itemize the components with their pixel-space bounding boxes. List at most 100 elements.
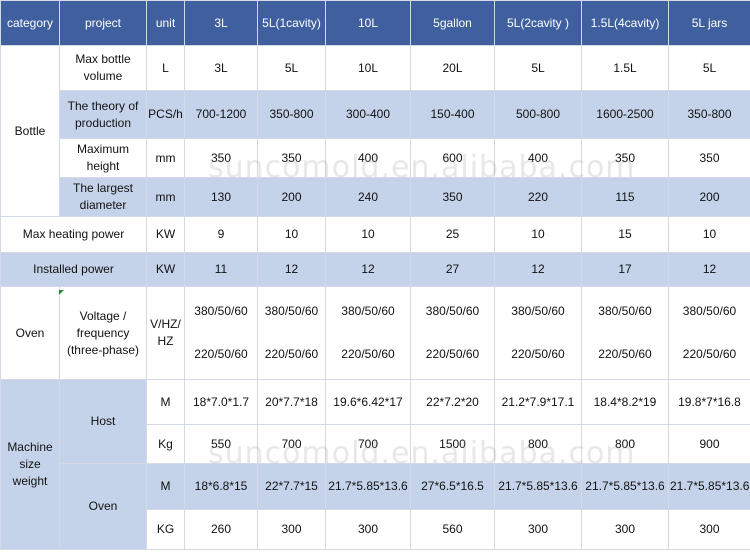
oven-category-cell: Oven <box>0 286 60 380</box>
value-cell: 1600-2500 <box>581 90 669 139</box>
value-cell: 700-1200 <box>184 90 258 139</box>
value-cell: 20*7.7*18 <box>257 379 326 425</box>
machine-category-cell: Machine size weight <box>0 379 60 550</box>
cell-comment-marker <box>59 290 64 295</box>
oven-label: Oven <box>59 463 147 550</box>
unit-cell: PCS/h <box>146 90 185 139</box>
value-cell: 12 <box>494 252 582 287</box>
value-cell: 18.4*8.2*19 <box>581 379 669 425</box>
value-cell: 220 <box>494 177 582 217</box>
voltage-primary: 380/50/60 <box>341 304 395 318</box>
header-category: category <box>0 0 60 46</box>
voltage-cell: 380/50/60 220/50/60 <box>325 286 411 380</box>
value-cell: 15 <box>581 216 669 253</box>
header-project: project <box>59 0 147 46</box>
value-cell: 700 <box>257 424 326 464</box>
value-cell: 21.7*5.85*13.6 <box>325 463 411 510</box>
unit-cell: KW <box>146 216 185 253</box>
value-cell: 10 <box>325 216 411 253</box>
value-cell: 600 <box>410 138 495 178</box>
value-cell: 21.7*5.85*13.6 <box>494 463 582 510</box>
bottle-height-row: Maximum height mm 350 350 400 600 400 35… <box>0 138 750 178</box>
voltage-cell: 380/50/60 220/50/60 <box>257 286 326 380</box>
value-cell: 500-800 <box>494 90 582 139</box>
row-label: The theory of production <box>59 90 147 139</box>
header-5gallon: 5gallon <box>410 0 495 46</box>
voltage-primary: 380/50/60 <box>682 304 737 318</box>
host-label: Host <box>59 379 147 464</box>
header-5l-2cavity: 5L(2cavity ) <box>494 0 582 46</box>
value-cell: 350 <box>581 138 669 178</box>
value-cell: 1500 <box>410 424 495 464</box>
header-5l-1cavity: 5L(1cavity) <box>257 0 326 46</box>
row-label: Max heating power <box>0 216 147 253</box>
voltage-cell: 380/50/60 220/50/60 <box>184 286 258 380</box>
voltage-cell: 380/50/60 220/50/60 <box>581 286 669 380</box>
value-cell: 350 <box>184 138 258 178</box>
value-cell: 550 <box>184 424 258 464</box>
header-row: category project unit 3L 5L(1cavity) 10L… <box>0 0 750 46</box>
bottle-production-row: The theory of production PCS/h 700-1200 … <box>0 90 750 139</box>
value-cell: 21.7*5.85*13.6 <box>581 463 669 510</box>
host-size-row: Machine size weight Host M 18*7.0*1.7 20… <box>0 379 750 550</box>
voltage-primary: 380/50/60 <box>425 304 480 318</box>
unit-cell: mm <box>146 138 185 178</box>
value-cell: 21.2*7.9*17.1 <box>494 379 582 425</box>
value-cell: 11 <box>184 252 258 287</box>
value-cell: 400 <box>494 138 582 178</box>
value-cell: 10L <box>325 45 411 91</box>
voltage-secondary: 220/50/60 <box>511 347 565 361</box>
value-cell: 1.5L <box>581 45 669 91</box>
value-cell: 350-800 <box>668 90 750 139</box>
unit-cell: mm <box>146 177 185 217</box>
voltage-cell: 380/50/60 220/50/60 <box>494 286 582 380</box>
value-cell: 17 <box>581 252 669 287</box>
value-cell: 800 <box>581 424 669 464</box>
value-cell: 20L <box>410 45 495 91</box>
voltage-secondary: 220/50/60 <box>194 347 248 361</box>
value-cell: 350 <box>257 138 326 178</box>
voltage-primary: 380/50/60 <box>264 304 319 318</box>
voltage-secondary: 220/50/60 <box>264 347 319 361</box>
value-cell: 5L <box>494 45 582 91</box>
row-label: The largest diameter <box>59 177 147 217</box>
voltage-secondary: 220/50/60 <box>425 347 480 361</box>
value-cell: 130 <box>184 177 258 217</box>
value-cell: 10 <box>494 216 582 253</box>
header-3l: 3L <box>184 0 258 46</box>
header-10l: 10L <box>325 0 411 46</box>
unit-cell: M <box>146 463 185 510</box>
voltage-secondary: 220/50/60 <box>682 347 737 361</box>
value-cell: 350-800 <box>257 90 326 139</box>
value-cell: 700 <box>325 424 411 464</box>
value-cell: 19.8*7*16.8 <box>668 379 750 425</box>
value-cell: 300 <box>257 509 326 550</box>
value-cell: 12 <box>325 252 411 287</box>
value-cell: 12 <box>257 252 326 287</box>
value-cell: 21.7*5.85*13.6 <box>668 463 750 510</box>
row-label: Maximum height <box>59 138 147 178</box>
value-cell: 350 <box>410 177 495 217</box>
row-label: Voltage / frequency (three-phase) <box>59 286 147 380</box>
unit-cell: V/HZ/ HZ <box>146 286 185 380</box>
heating-power-row: Max heating power KW 9 10 10 25 10 15 10 <box>0 216 750 253</box>
value-cell: 18*6.8*15 <box>184 463 258 510</box>
value-cell: 5L <box>257 45 326 91</box>
value-cell: 300 <box>494 509 582 550</box>
value-cell: 150-400 <box>410 90 495 139</box>
value-cell: 19.6*6.42*17 <box>325 379 411 425</box>
voltage-secondary: 220/50/60 <box>598 347 652 361</box>
row-label: Max bottle volume <box>59 45 147 91</box>
value-cell: 350 <box>668 138 750 178</box>
value-cell: 200 <box>668 177 750 217</box>
value-cell: 300 <box>668 509 750 550</box>
unit-cell: KG <box>146 509 185 550</box>
value-cell: 18*7.0*1.7 <box>184 379 258 425</box>
value-cell: 260 <box>184 509 258 550</box>
value-cell: 300 <box>325 509 411 550</box>
host-weight-row: Kg 550 700 700 1500 800 800 900 <box>0 424 750 464</box>
value-cell: 10 <box>257 216 326 253</box>
value-cell: 200 <box>257 177 326 217</box>
oven-size-row: Oven M 18*6.8*15 22*7.7*15 21.7*5.85*13.… <box>0 463 750 550</box>
